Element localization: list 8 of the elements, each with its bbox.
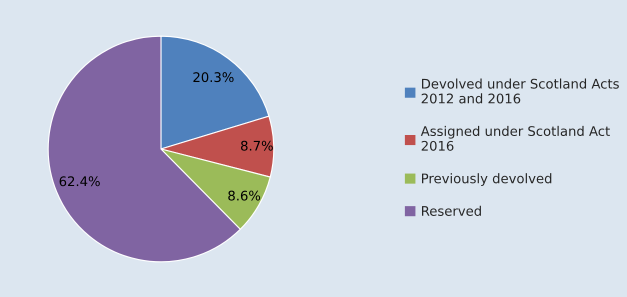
data-label: 62.4%: [60, 176, 100, 186]
data-label: 8.7%: [240, 140, 273, 151]
data-label: 8.6%: [228, 190, 260, 201]
data-label: 20.3%: [193, 72, 234, 82]
legend-label: Reserved: [422, 206, 481, 216]
legend-label: Assigned under Scotland Act 2016: [420, 126, 610, 151]
legend-label: Previously devolved: [422, 173, 552, 186]
legend-label: Devolved under Scotland Acts 2012 and 2016: [422, 78, 619, 104]
